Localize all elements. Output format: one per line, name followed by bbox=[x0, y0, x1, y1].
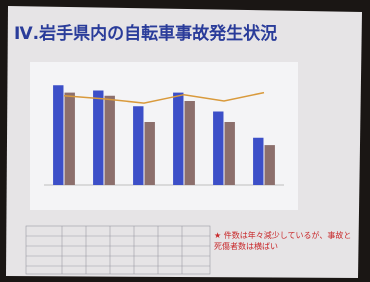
bar bbox=[105, 96, 115, 185]
bar bbox=[265, 145, 275, 185]
bar bbox=[65, 93, 75, 185]
slide-title: Ⅳ.岩手県内の自転車事故発生状況 bbox=[14, 23, 277, 44]
note: ★ 件数は年々減少しているが、事故と死傷者数は横ばい bbox=[214, 230, 354, 252]
bar bbox=[93, 91, 103, 186]
bar bbox=[185, 101, 195, 185]
photo: Ⅳ.岩手県内の自転車事故発生状況 ★ 件数は年々減少しているが、事故と死傷者数は… bbox=[0, 0, 370, 282]
bar bbox=[133, 106, 143, 185]
note-box: ★ 件数は年々減少しているが、事故と死傷者数は横ばい bbox=[214, 230, 354, 264]
bar bbox=[253, 138, 263, 185]
bar bbox=[145, 122, 155, 185]
bar bbox=[53, 85, 63, 185]
bar bbox=[173, 93, 183, 185]
bar bbox=[213, 112, 223, 186]
bar bbox=[225, 122, 235, 185]
